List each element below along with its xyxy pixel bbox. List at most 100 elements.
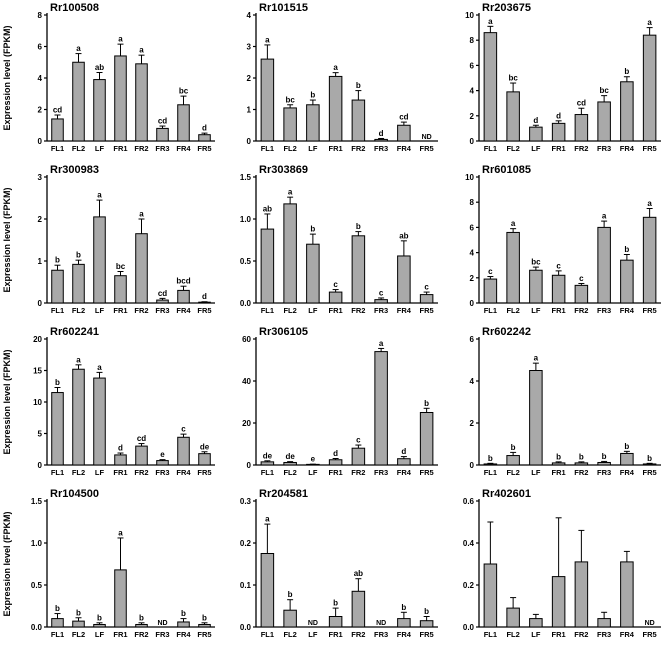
bar-chart-svg: Rr101515 0 1 2 3 4 a FL1 bc FL2 b LF a FR1 b FR2 d FR3 cd F…: [247, 2, 438, 153]
bar-FR4: [620, 452, 634, 466]
y-tick-label: 10: [33, 398, 42, 407]
bar-FR3: [156, 127, 169, 142]
x-tick-label: LF: [308, 306, 318, 315]
bar-FR5: [419, 294, 434, 304]
sig-letter: a: [118, 528, 123, 537]
chart-title: Rr303869: [259, 164, 308, 176]
bar-FL2: [283, 107, 297, 142]
sig-letter: a: [488, 17, 493, 26]
x-tick-label: FL2: [506, 468, 519, 477]
y-tick-label: 4: [38, 74, 43, 83]
y-tick-label: 0: [247, 461, 252, 470]
sig-letter: b: [310, 225, 315, 234]
x-tick-label: FR1: [552, 630, 566, 639]
bar-FL1: [51, 269, 64, 304]
y-tick-label: 0.0: [463, 623, 475, 632]
bar-FL2: [72, 61, 85, 142]
bar-FR5: [419, 412, 434, 466]
x-tick-label: FR3: [597, 468, 611, 477]
bar-FR2: [574, 561, 589, 628]
sig-letter: a: [265, 515, 270, 524]
sig-letter: ab: [263, 204, 272, 213]
x-tick-label: FR2: [574, 468, 588, 477]
bar-FR1: [551, 122, 566, 142]
x-tick-label: FR2: [574, 306, 588, 315]
sig-letter: d: [556, 111, 561, 120]
chart-Rr306105: Rr306105 0 20 40 60 de FL1 de FL2 e LF d FR1 c FR2 a FR3…: [223, 324, 446, 486]
x-tick-label: FL1: [51, 630, 64, 639]
chart-title: Rr602242: [482, 326, 531, 338]
y-axis-label: Expression level (FPKM): [2, 187, 12, 292]
x-tick-label: FR1: [552, 306, 566, 315]
sig-letter: d: [118, 444, 123, 453]
bar-FR4: [620, 259, 634, 304]
sig-letter: bcd: [176, 277, 190, 286]
sig-letter: b: [602, 452, 607, 461]
sig-letter: c: [488, 267, 493, 276]
bar-FR3: [374, 138, 388, 142]
sig-letter: c: [579, 274, 584, 283]
x-tick-label: FL1: [51, 468, 64, 477]
sig-letter: b: [356, 81, 361, 90]
bar-FR1: [551, 576, 566, 628]
bar-FL2: [506, 607, 520, 628]
bar-FR5: [642, 463, 657, 466]
x-tick-label: FR4: [397, 468, 412, 477]
bar-FL1: [51, 392, 64, 466]
bar-FR2: [135, 63, 148, 142]
x-tick-label: FR4: [620, 468, 635, 477]
bar-FR3: [597, 461, 611, 466]
sig-letter: c: [181, 425, 186, 434]
bar-FR3: [597, 618, 611, 628]
bar-FL2: [72, 263, 85, 304]
bar-FR3: [374, 299, 388, 304]
chart-Rr104500: Rr104500 Expression level (FPKM) 0.0 0.5 1.0…: [0, 486, 223, 648]
bar-FR4: [397, 618, 411, 628]
x-tick-label: FL2: [283, 306, 296, 315]
x-tick-label: FR2: [351, 144, 365, 153]
bar-FR5: [198, 134, 211, 142]
y-tick-label: 1: [38, 257, 43, 266]
bar-LF: [529, 370, 543, 466]
sig-letter: b: [55, 604, 60, 613]
sig-letter: cd: [399, 113, 408, 122]
bar-FL1: [260, 228, 275, 304]
y-tick-label: 6: [470, 223, 475, 232]
y-tick-label: 0.1: [240, 581, 252, 590]
y-tick-label: 2: [247, 74, 252, 83]
bar-FL2: [506, 231, 520, 304]
nd-label: ND: [645, 620, 655, 627]
x-tick-label: LF: [531, 468, 541, 477]
chart-Rr602241: Rr602241 Expression level (FPKM) 0 5 10 15 20 b…: [0, 324, 223, 486]
x-tick-label: FR3: [597, 144, 611, 153]
sig-letter: b: [310, 91, 315, 100]
y-tick-label: 0.3: [240, 497, 252, 506]
sig-letter: b: [579, 452, 584, 461]
bar-FL2: [283, 203, 297, 304]
sig-letter: d: [533, 116, 538, 125]
bar-FR1: [551, 274, 566, 304]
bar-FL1: [483, 278, 498, 304]
x-tick-label: FL2: [72, 144, 85, 153]
x-tick-label: FR4: [620, 144, 635, 153]
sig-letter: a: [647, 18, 652, 27]
x-tick-label: FR2: [351, 468, 365, 477]
x-tick-label: FR3: [155, 306, 169, 315]
bar-FL2: [72, 368, 85, 466]
nd-label: ND: [308, 620, 318, 627]
sig-letter: b: [624, 245, 629, 254]
y-tick-label: 40: [242, 377, 251, 386]
sig-letter: b: [55, 256, 60, 265]
sig-letter: b: [97, 613, 102, 622]
y-tick-label: 15: [33, 367, 42, 376]
x-tick-label: FR1: [329, 468, 343, 477]
x-tick-label: FR2: [134, 144, 148, 153]
bar-FR3: [374, 351, 388, 466]
bar-chart-svg: Rr602242 0 2 4 6 b FL1 b FL2 a LF b FR1 b FR2 b FR3 b FR4 b…: [470, 326, 661, 477]
sig-letter: a: [118, 35, 123, 44]
bar-FR2: [574, 114, 589, 142]
x-tick-label: FR2: [351, 630, 365, 639]
sig-letter: b: [333, 599, 338, 608]
y-axis-label: Expression level (FPKM): [2, 349, 12, 454]
bar-FR4: [177, 289, 190, 304]
